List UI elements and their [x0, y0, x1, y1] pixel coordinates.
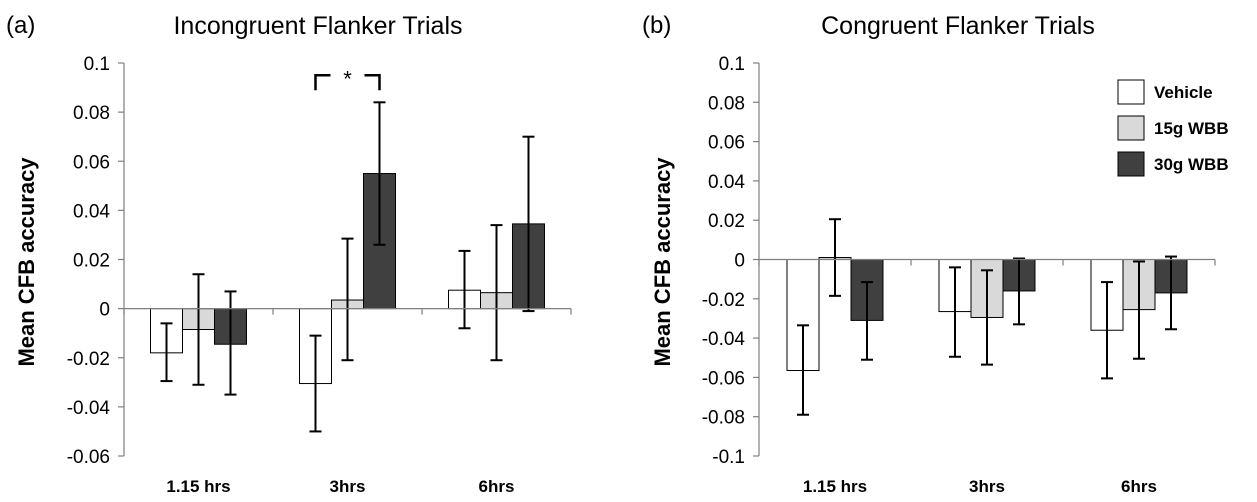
- significance-label: *: [343, 66, 352, 91]
- category-label: 6hrs: [479, 477, 515, 496]
- chart-panel-a: (a) Incongruent Flanker Trials Mean CFB …: [6, 12, 572, 496]
- category-label: 1.15 hrs: [166, 477, 230, 496]
- y-tick-label: 0.1: [719, 54, 745, 75]
- category-label: 3hrs: [969, 477, 1005, 496]
- y-tick-label: 0.02: [708, 211, 745, 232]
- y-tick-label: -0.02: [67, 349, 110, 370]
- y-tick-label: -0.1: [712, 447, 745, 468]
- legend-swatch: [1117, 79, 1145, 105]
- y-tick-label: -0.08: [702, 408, 745, 429]
- legend-label: 15g WBB: [1154, 119, 1229, 138]
- y-tick-label: 0.02: [73, 251, 110, 272]
- y-tick-label: 0.06: [708, 133, 745, 154]
- y-tick-label: 0: [734, 251, 745, 272]
- legend: Vehicle 15g WBB 30g WBB: [1117, 79, 1229, 177]
- y-tick-label: 0.08: [73, 103, 110, 124]
- y-axis-label: Mean CFB accuracy: [650, 157, 675, 367]
- legend-label: Vehicle: [1154, 83, 1213, 102]
- y-tick-label: -0.04: [67, 398, 111, 419]
- category-label: 1.15 hrs: [803, 477, 867, 496]
- y-tick-label: -0.02: [702, 290, 745, 311]
- category-label: 3hrs: [330, 477, 366, 496]
- y-tick-label: 0.04: [73, 201, 110, 222]
- category-label: 6hrs: [1121, 477, 1157, 496]
- chart-title: Incongruent Flanker Trials: [173, 12, 462, 40]
- y-tick-label: 0.04: [708, 172, 745, 193]
- y-axis-label: Mean CFB accuracy: [14, 157, 39, 367]
- legend-swatch: [1117, 151, 1145, 177]
- y-tick-label: 0.06: [73, 152, 110, 173]
- panel-letter: (b): [642, 12, 671, 39]
- legend-swatch: [1117, 115, 1145, 141]
- y-tick-label: 0.08: [708, 93, 745, 114]
- legend-label: 30g WBB: [1154, 155, 1229, 174]
- y-tick-label: 0.1: [84, 54, 110, 75]
- chart-panel-b: (b) Congruent Flanker Trials Mean CFB ac…: [642, 12, 1229, 496]
- chart-title: Congruent Flanker Trials: [821, 12, 1095, 40]
- y-tick-label: -0.04: [702, 329, 746, 350]
- y-tick-label: 0: [99, 300, 110, 321]
- panel-letter: (a): [6, 12, 35, 39]
- significance-bracket: [314, 74, 381, 91]
- y-tick-label: -0.06: [702, 368, 745, 389]
- y-tick-label: -0.06: [67, 447, 110, 468]
